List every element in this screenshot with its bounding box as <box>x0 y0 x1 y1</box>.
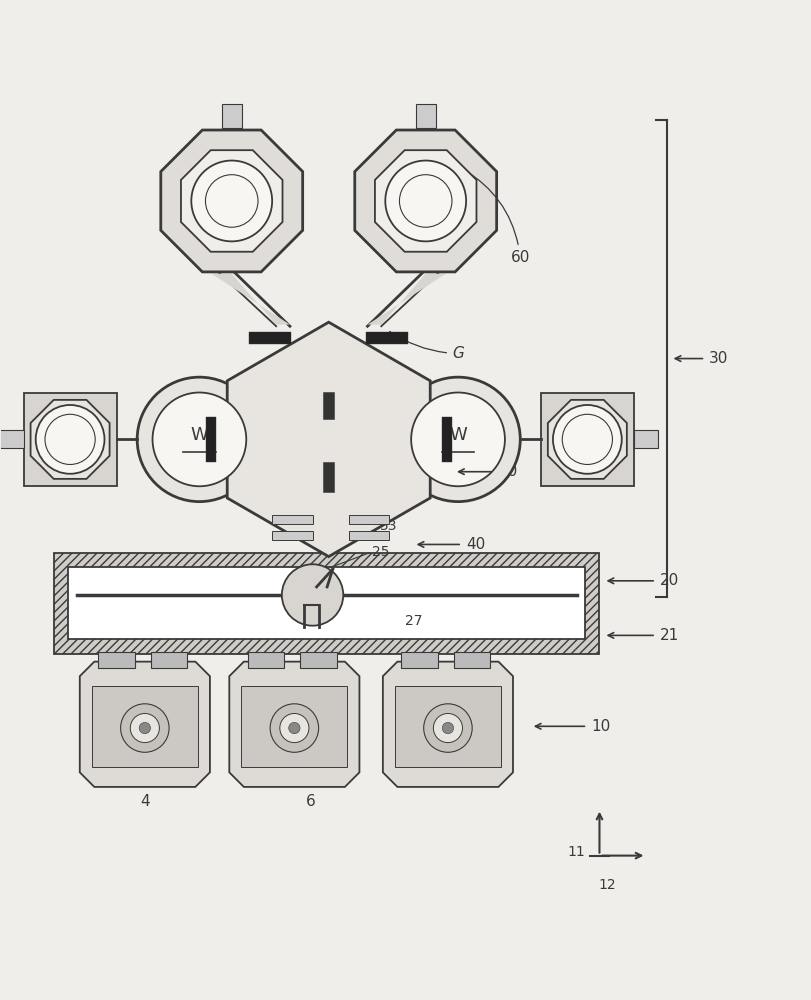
Bar <box>442 417 452 462</box>
Text: 25: 25 <box>371 545 389 559</box>
Polygon shape <box>383 662 513 787</box>
Circle shape <box>433 713 462 743</box>
Polygon shape <box>367 274 446 325</box>
Polygon shape <box>79 662 210 787</box>
Polygon shape <box>256 554 406 569</box>
Bar <box>221 104 242 128</box>
Circle shape <box>280 713 309 743</box>
Circle shape <box>152 393 247 486</box>
Bar <box>272 531 312 540</box>
Text: 20: 20 <box>660 573 680 588</box>
Bar <box>415 104 436 128</box>
Polygon shape <box>161 130 303 272</box>
Bar <box>634 430 658 448</box>
Polygon shape <box>548 400 627 479</box>
Bar <box>454 652 491 668</box>
Bar <box>323 392 334 419</box>
Text: 60: 60 <box>465 170 530 265</box>
Bar <box>98 652 135 668</box>
Polygon shape <box>375 150 477 252</box>
Bar <box>349 531 389 540</box>
Text: 27: 27 <box>406 614 423 628</box>
Bar <box>92 686 198 767</box>
Bar <box>249 332 291 344</box>
Text: 30: 30 <box>709 351 728 366</box>
Circle shape <box>121 704 169 752</box>
Circle shape <box>289 722 300 734</box>
Bar <box>300 652 337 668</box>
Bar <box>68 567 585 639</box>
Text: W: W <box>191 426 208 444</box>
Bar <box>0 430 24 448</box>
Circle shape <box>385 161 466 241</box>
Text: W: W <box>449 426 467 444</box>
Text: 10: 10 <box>591 719 611 734</box>
Bar <box>349 515 389 524</box>
Circle shape <box>191 161 272 241</box>
Bar <box>242 686 347 767</box>
Bar <box>395 686 501 767</box>
Circle shape <box>411 393 505 486</box>
Bar <box>323 462 334 492</box>
Text: 6: 6 <box>306 794 315 809</box>
Polygon shape <box>212 274 290 325</box>
Bar <box>401 652 438 668</box>
Text: 11: 11 <box>567 845 585 859</box>
Circle shape <box>139 722 151 734</box>
Bar <box>151 652 187 668</box>
Bar <box>54 553 599 654</box>
Polygon shape <box>31 400 109 479</box>
Text: 4: 4 <box>140 794 150 809</box>
Text: 12: 12 <box>599 878 616 892</box>
Circle shape <box>270 704 319 752</box>
Polygon shape <box>230 662 359 787</box>
Circle shape <box>282 564 343 626</box>
Bar <box>248 652 285 668</box>
Polygon shape <box>181 150 282 252</box>
Bar <box>24 393 117 486</box>
Bar <box>367 332 408 344</box>
Bar <box>206 417 216 462</box>
Bar <box>272 515 312 524</box>
Text: 53: 53 <box>380 519 397 533</box>
Circle shape <box>396 377 521 502</box>
Circle shape <box>423 704 472 752</box>
Text: 40: 40 <box>466 537 485 552</box>
Polygon shape <box>227 322 430 557</box>
Polygon shape <box>354 130 496 272</box>
Circle shape <box>137 377 262 502</box>
Circle shape <box>36 405 105 474</box>
Bar <box>541 393 634 486</box>
Text: 21: 21 <box>660 628 680 643</box>
Text: G: G <box>389 331 464 361</box>
Text: 50: 50 <box>499 464 517 479</box>
Circle shape <box>442 722 453 734</box>
Circle shape <box>553 405 622 474</box>
Circle shape <box>131 713 160 743</box>
